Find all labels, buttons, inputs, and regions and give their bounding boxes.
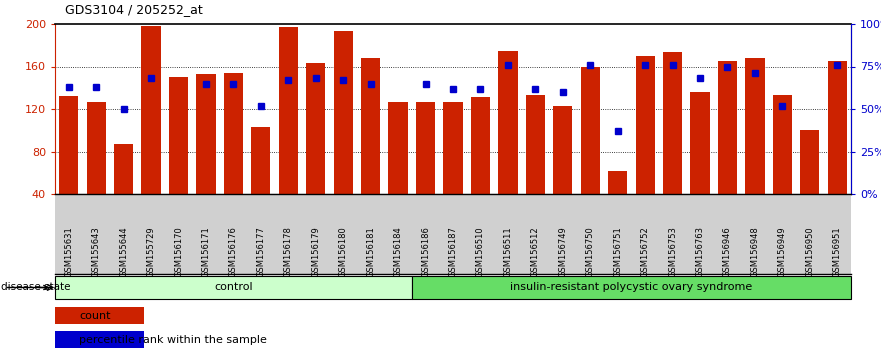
- Bar: [499, 51, 517, 194]
- Bar: [526, 95, 545, 194]
- Bar: [307, 63, 325, 194]
- Bar: [827, 61, 847, 194]
- Bar: [663, 52, 682, 194]
- Text: percentile rank within the sample: percentile rank within the sample: [79, 335, 267, 345]
- Bar: [718, 61, 737, 194]
- Bar: [251, 127, 270, 194]
- Text: insulin-resistant polycystic ovary syndrome: insulin-resistant polycystic ovary syndr…: [510, 282, 752, 292]
- Bar: [196, 74, 216, 194]
- Bar: [86, 102, 106, 194]
- Bar: [389, 102, 408, 194]
- Bar: [745, 58, 765, 194]
- Bar: [55, 307, 144, 324]
- Bar: [334, 32, 352, 194]
- Bar: [443, 102, 463, 194]
- Bar: [416, 102, 435, 194]
- Bar: [553, 106, 573, 194]
- Text: GDS3104 / 205252_at: GDS3104 / 205252_at: [65, 3, 203, 16]
- Bar: [278, 27, 298, 194]
- Bar: [470, 97, 490, 194]
- Text: disease state: disease state: [1, 282, 70, 292]
- Bar: [169, 77, 189, 194]
- Text: count: count: [79, 311, 110, 321]
- Bar: [142, 26, 160, 194]
- Bar: [608, 171, 627, 194]
- Bar: [361, 58, 381, 194]
- Bar: [114, 144, 133, 194]
- Bar: [800, 130, 819, 194]
- FancyBboxPatch shape: [55, 276, 411, 299]
- Bar: [59, 96, 78, 194]
- Bar: [691, 92, 709, 194]
- Bar: [581, 67, 600, 194]
- Bar: [224, 73, 243, 194]
- Bar: [55, 331, 144, 348]
- Bar: [773, 95, 792, 194]
- Text: control: control: [214, 282, 253, 292]
- Bar: [635, 56, 655, 194]
- FancyBboxPatch shape: [411, 276, 851, 299]
